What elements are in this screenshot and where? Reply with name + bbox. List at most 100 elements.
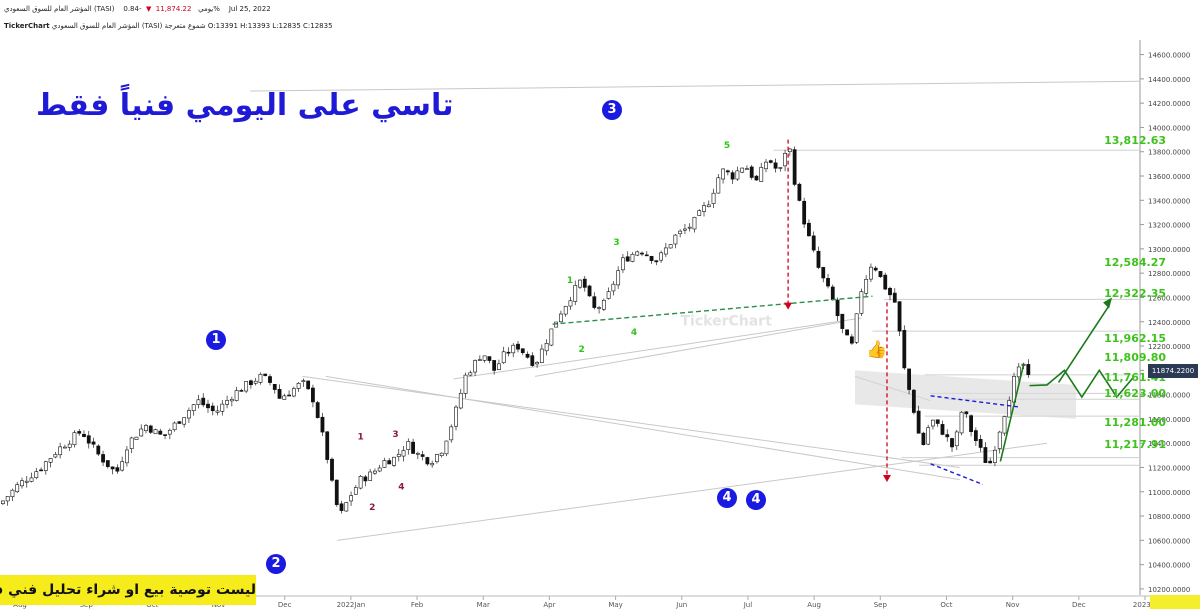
candle-body: [63, 446, 67, 449]
trend-line: [325, 375, 960, 481]
candle-body: [563, 305, 568, 315]
candle-body: [258, 373, 263, 383]
candle-body: [916, 410, 921, 434]
candle-body: [53, 454, 58, 458]
y-tick-label: 10400.0000: [1148, 562, 1190, 570]
candle-body: [330, 458, 334, 481]
candle-body: [802, 200, 807, 225]
candle-body: [58, 446, 63, 456]
trend-line: [302, 375, 960, 468]
x-tick-label: Nov: [1006, 601, 1020, 609]
candle-body: [1, 500, 5, 504]
y-tick-label: 11400.0000: [1148, 440, 1190, 448]
candle-body: [67, 443, 72, 448]
candle-body: [430, 463, 435, 466]
trend-line: [453, 317, 861, 380]
candle-body: [520, 348, 525, 354]
candle-body: [578, 279, 582, 288]
price-level-label: 12,584.27: [1104, 256, 1166, 269]
header-change: -0.84%: [123, 5, 220, 13]
candle-body: [39, 469, 43, 472]
x-tick-label: Nov: [212, 601, 226, 609]
candle-body: [72, 432, 77, 446]
candle-body: [253, 380, 258, 384]
candle-body: [816, 250, 821, 268]
candle-body: [621, 257, 625, 271]
candle-body: [282, 395, 287, 400]
candle-body: [706, 204, 711, 207]
candle-body: [697, 210, 702, 216]
candle-body: [411, 441, 415, 454]
y-tick-label: 10200.0000: [1148, 586, 1190, 594]
candle-body: [206, 403, 210, 409]
candle-body: [220, 403, 225, 412]
candle-body: [506, 351, 511, 354]
y-tick-label: 12200.0000: [1148, 343, 1190, 351]
header-line-2: TickerChart المؤشر العام للسوق السعودي (…: [4, 22, 333, 30]
candle-body: [315, 402, 320, 418]
candle-body: [945, 434, 950, 438]
y-tick-label: 12800.0000: [1148, 270, 1190, 278]
candle-body: [96, 445, 101, 455]
candle-body: [768, 160, 773, 163]
candle-body: [740, 167, 745, 173]
candle-body: [144, 425, 148, 431]
candle-body: [482, 355, 487, 361]
candle-body: [678, 230, 683, 235]
candle-body: [487, 356, 492, 361]
candle-body: [926, 427, 931, 445]
candle-body: [721, 168, 725, 180]
candle-body: [449, 426, 454, 441]
candle-body: [182, 417, 187, 425]
candle-body: [439, 452, 444, 456]
candle-body: [859, 291, 864, 314]
candle-body: [530, 355, 535, 366]
candle-body: [225, 400, 229, 405]
candle-body: [797, 183, 802, 201]
candle-body: [435, 454, 439, 463]
candle-body: [201, 397, 206, 406]
candle-body: [902, 330, 907, 369]
x-tick-label: Mar: [477, 601, 490, 609]
candle-body: [573, 285, 578, 302]
disclaimer-banner: ليست توصية بيع او شراء تحليل فني فقط: [0, 575, 256, 605]
candle-body: [377, 467, 382, 472]
x-tick-label: Sep: [80, 601, 94, 609]
candle-body: [24, 480, 29, 483]
candle-body: [702, 205, 706, 212]
candle-body: [153, 429, 158, 435]
trend-line: [535, 321, 844, 377]
candle-body: [840, 313, 845, 329]
candle-body: [463, 374, 468, 394]
wave-label: 4: [398, 482, 404, 492]
y-tick-label: 14200.0000: [1148, 100, 1190, 108]
candle-body: [516, 343, 520, 350]
candle-body: [878, 271, 883, 278]
header-date: Jul 25, 2022: [228, 5, 271, 13]
candle-body: [835, 299, 840, 317]
candle-body: [988, 460, 993, 464]
candle-body: [749, 166, 754, 178]
price-level-label: 11,281.00: [1104, 416, 1166, 429]
x-tick-label: Feb: [411, 601, 424, 609]
candle-body: [82, 433, 86, 437]
candle-body: [77, 431, 82, 434]
y-tick-label: 14400.0000: [1148, 76, 1190, 84]
watermark-logo: TickerChart: [681, 313, 773, 329]
candle-body: [86, 435, 91, 444]
candle-body: [497, 363, 501, 371]
candle-body: [745, 168, 749, 170]
candle-body: [811, 235, 816, 251]
candle-body: [392, 456, 396, 466]
candle-body: [616, 270, 621, 286]
candle-body: [792, 149, 797, 185]
candle-body: [339, 503, 344, 511]
candle-body: [368, 471, 373, 481]
candle-body: [826, 278, 830, 287]
y-tick-label: 13600.0000: [1148, 173, 1190, 181]
candle-body: [325, 431, 330, 460]
red-target-arrow-head: [882, 475, 891, 483]
candle-body: [754, 175, 759, 181]
candle-body: [129, 437, 134, 449]
red-target-arrow-head: [784, 302, 793, 310]
